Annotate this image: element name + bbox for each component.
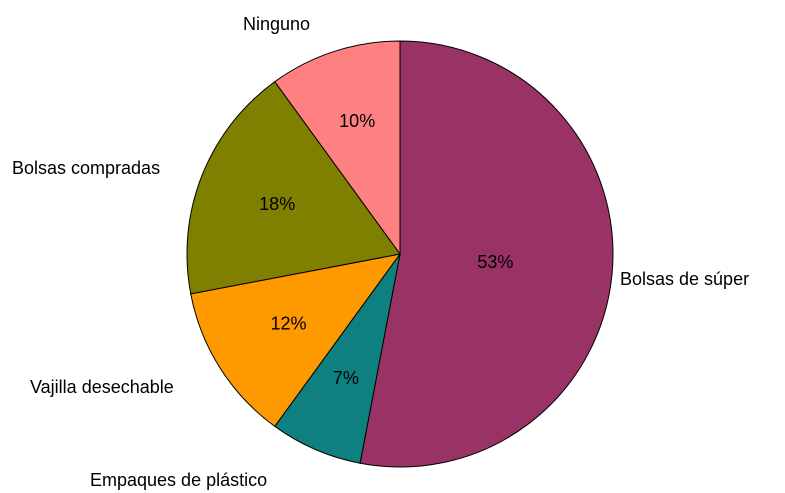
slice-category-label: Ninguno xyxy=(243,14,310,34)
slice-value-label: 12% xyxy=(270,314,306,334)
pie-slice-vajilla-desechable xyxy=(190,253,402,428)
pie-slice-ninguno xyxy=(274,40,401,256)
slice-category-label: Bolsas compradas xyxy=(12,158,160,178)
slice-category-label: Vajilla desechable xyxy=(30,377,174,397)
slice-value-label: 53% xyxy=(477,252,513,272)
slice-value-label: 18% xyxy=(259,194,295,214)
slice-category-label: Bolsas de súper xyxy=(620,269,749,289)
slice-value-label: 10% xyxy=(339,111,375,131)
pie-slice-bolsas-compradas xyxy=(186,80,401,295)
slice-category-label: Empaques de plástico xyxy=(90,470,267,490)
pie-slice-bolsas-de-super xyxy=(359,40,614,468)
slice-value-label: 7% xyxy=(333,368,359,388)
